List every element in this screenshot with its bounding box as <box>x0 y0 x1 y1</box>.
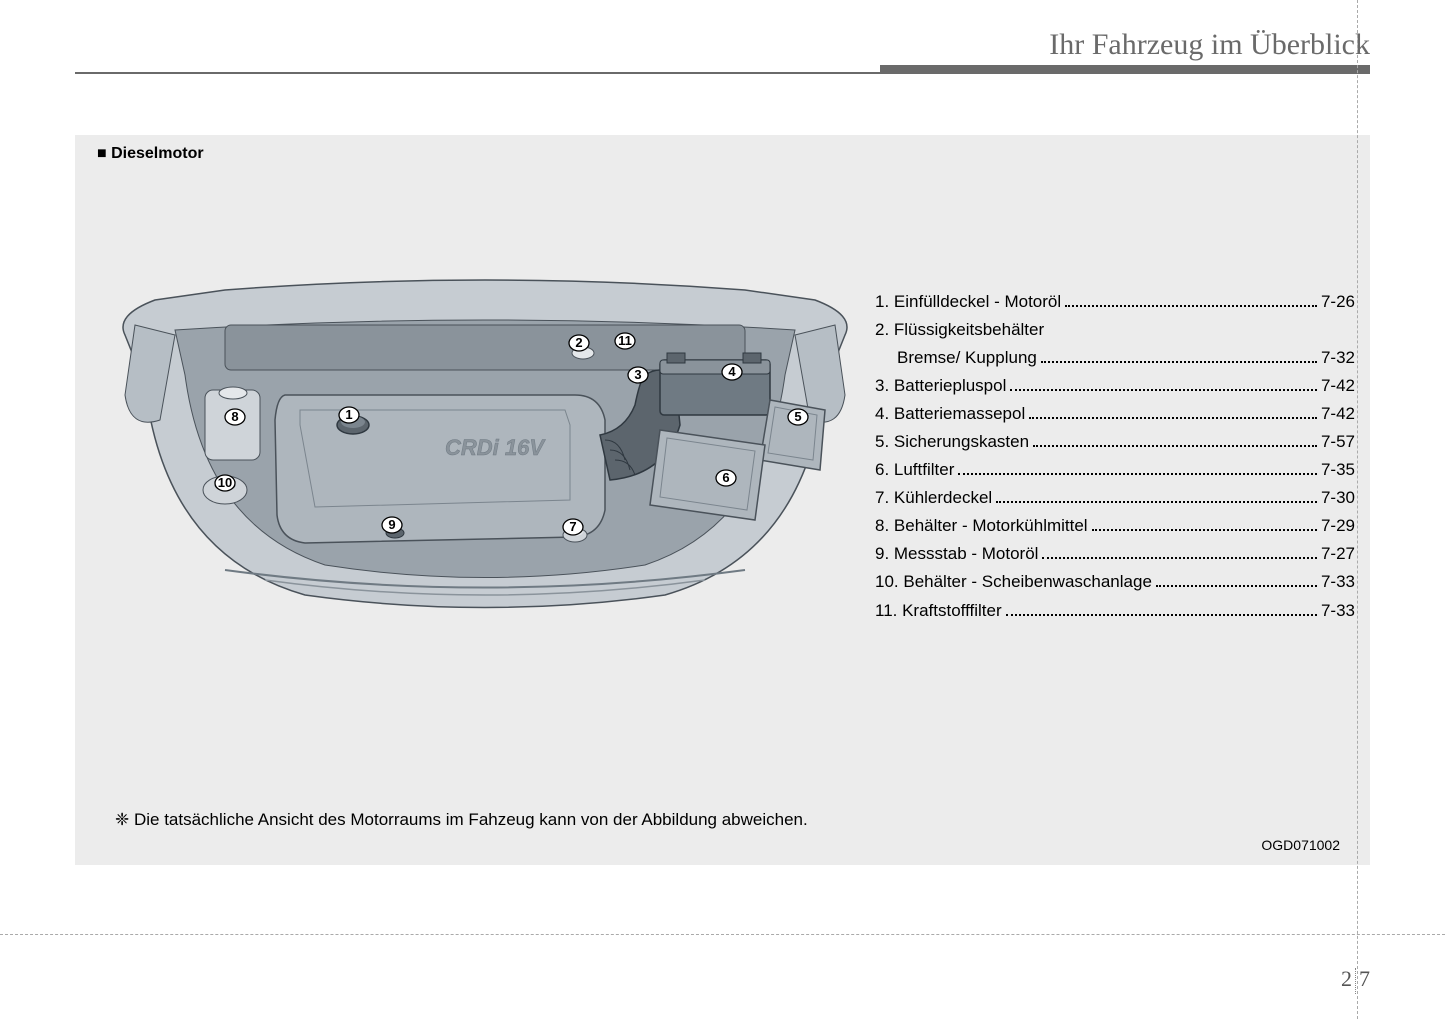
figure-code: OGD071002 <box>1261 837 1340 853</box>
svg-text:9: 9 <box>388 517 395 532</box>
callout-1: 1 <box>339 407 359 423</box>
list-item-label: 10. Behälter - Scheibenwaschanlage <box>875 568 1152 596</box>
svg-text:1: 1 <box>345 407 352 422</box>
list-item-label: 6. Luftfilter <box>875 456 954 484</box>
list-item-dots <box>1033 445 1317 447</box>
callout-6: 6 <box>716 470 736 486</box>
engine-diagram: CRDi 16V 1 2 3 4 5 6 7 8 9 10 11 <box>105 275 865 635</box>
svg-text:5: 5 <box>794 409 801 424</box>
list-item: 5. Sicherungskasten 7-57 <box>875 428 1355 456</box>
callout-11: 11 <box>615 333 635 349</box>
chapter-number: 2 <box>1341 966 1352 991</box>
svg-text:11: 11 <box>618 333 632 348</box>
crop-mark-vertical <box>1357 0 1358 1019</box>
svg-text:6: 6 <box>722 470 729 485</box>
list-item-label: 11. Kraftstofffilter <box>875 597 1002 625</box>
svg-text:8: 8 <box>231 409 238 424</box>
list-item-page: 7-29 <box>1321 512 1355 540</box>
list-item: 10. Behälter - Scheibenwaschanlage 7-33 <box>875 568 1355 596</box>
callout-8: 8 <box>225 409 245 425</box>
footnote: ❈ Die tatsächliche Ansicht des Motorraum… <box>115 810 808 830</box>
list-item-label: 2. Flüssigkeitsbehälter <box>875 316 1044 344</box>
page-header-title: Ihr Fahrzeug im Überblick <box>1049 28 1370 62</box>
callout-3: 3 <box>628 367 648 383</box>
list-item-dots <box>1010 389 1317 391</box>
list-item-label: Bremse/ Kupplung <box>897 344 1037 372</box>
list-item-dots <box>1065 305 1317 307</box>
list-item: 1. Einfülldeckel - Motoröl 7-26 <box>875 288 1355 316</box>
list-item: 7. Kühlerdeckel 7-30 <box>875 484 1355 512</box>
list-item-page: 7-26 <box>1321 288 1355 316</box>
list-item-page: 7-33 <box>1321 568 1355 596</box>
callout-4: 4 <box>722 364 742 380</box>
list-item: 9. Messstab - Motoröl 7-27 <box>875 540 1355 568</box>
list-item: 11. Kraftstofffilter 7-33 <box>875 597 1355 625</box>
list-item-page: 7-35 <box>1321 456 1355 484</box>
svg-text:4: 4 <box>728 364 736 379</box>
list-item-dots <box>1006 614 1317 616</box>
list-item: 3. Batteriepluspol 7-42 <box>875 372 1355 400</box>
list-item: 2. Flüssigkeitsbehälter <box>875 316 1355 344</box>
engine-label: CRDi 16V <box>445 435 546 460</box>
list-item-dots <box>1156 585 1317 587</box>
list-item-page: 7-27 <box>1321 540 1355 568</box>
section-title: ■ Dieselmotor <box>97 145 204 163</box>
callout-5: 5 <box>788 409 808 425</box>
list-item-dots <box>1042 557 1317 559</box>
svg-text:2: 2 <box>575 335 582 350</box>
page-number-value: 7 <box>1359 966 1370 991</box>
header-rule <box>75 72 1370 74</box>
list-item-page: 7-42 <box>1321 400 1355 428</box>
list-item-dots <box>1029 417 1317 419</box>
list-item-page: 7-57 <box>1321 428 1355 456</box>
list-item: 6. Luftfilter 7-35 <box>875 456 1355 484</box>
callout-10: 10 <box>215 475 235 491</box>
list-item-page: 7-30 <box>1321 484 1355 512</box>
content-box: ■ Dieselmotor CRDi 16V <box>75 135 1370 865</box>
callout-9: 9 <box>382 517 402 533</box>
list-item-page: 7-32 <box>1321 344 1355 372</box>
list-item-label: 9. Messstab - Motoröl <box>875 540 1038 568</box>
list-item-label: 1. Einfülldeckel - Motoröl <box>875 288 1061 316</box>
list-item-dots <box>1041 361 1317 363</box>
list-item-dots <box>958 473 1317 475</box>
crop-mark-horizontal <box>0 934 1445 935</box>
svg-text:3: 3 <box>634 367 641 382</box>
list-item: 8. Behälter - Motorkühlmittel 7-29 <box>875 512 1355 540</box>
component-list: 1. Einfülldeckel - Motoröl 7-26 2. Flüssig… <box>875 288 1355 625</box>
svg-text:7: 7 <box>569 519 576 534</box>
list-item: 4. Batteriemassepol 7-42 <box>875 400 1355 428</box>
list-item-dots <box>996 501 1317 503</box>
list-item-label: 5. Sicherungskasten <box>875 428 1029 456</box>
list-item-label: 3. Batteriepluspol <box>875 372 1006 400</box>
list-item-page: 7-42 <box>1321 372 1355 400</box>
list-item-dots <box>1092 529 1317 531</box>
list-item-label: 8. Behälter - Motorkühlmittel <box>875 512 1088 540</box>
list-item-label: 7. Kühlerdeckel <box>875 484 992 512</box>
svg-text:10: 10 <box>218 475 232 490</box>
callout-7: 7 <box>563 519 583 535</box>
list-item-label: 4. Batteriemassepol <box>875 400 1025 428</box>
page-number: 27 <box>1341 966 1370 994</box>
list-item-page: 7-33 <box>1321 597 1355 625</box>
callout-2: 2 <box>569 335 589 351</box>
list-item: Bremse/ Kupplung 7-32 <box>875 344 1355 372</box>
